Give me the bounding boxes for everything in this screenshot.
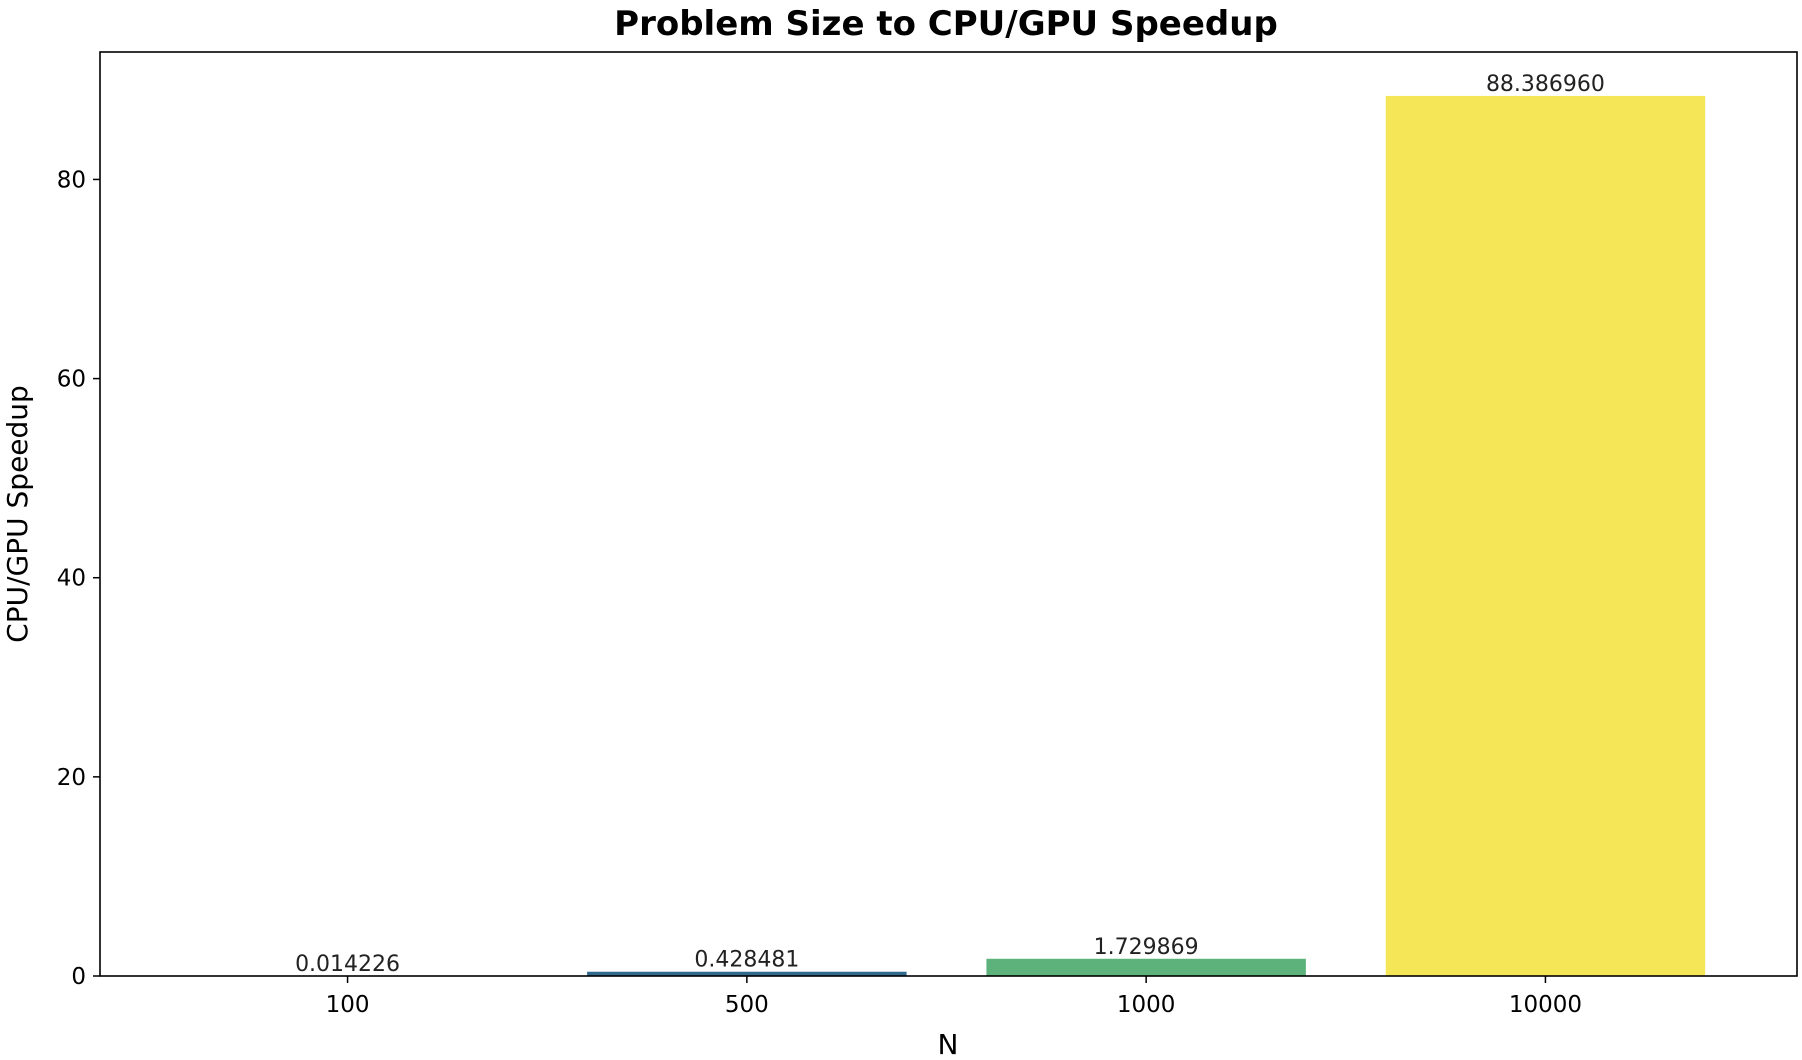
x-tick-label: 500	[725, 992, 769, 1018]
y-tick-label: 60	[57, 367, 86, 393]
plot-frame	[99, 51, 1798, 977]
x-axis: 100 500 1000 10000	[326, 976, 1582, 1018]
data-label-10000: 88.386960	[1486, 72, 1605, 97]
bar-10000	[1385, 95, 1706, 976]
data-label-500: 0.428481	[694, 948, 799, 973]
bar-1000	[986, 958, 1306, 976]
y-axis-label: CPU/GPU Speedup	[1, 385, 34, 643]
y-tick-label: 40	[57, 566, 86, 592]
x-axis-label: N	[938, 1028, 959, 1060]
x-tick-label: 100	[326, 992, 370, 1018]
y-tick-label: 80	[57, 167, 86, 193]
chart-title: Problem Size to CPU/GPU Speedup	[614, 4, 1278, 44]
x-tick-label: 10000	[1509, 992, 1582, 1018]
bars-layer	[187, 95, 1706, 976]
data-label-1000: 1.729869	[1094, 935, 1199, 960]
x-tick-label: 1000	[1117, 992, 1176, 1018]
data-labels-layer: 0.014226 0.428481 1.729869 88.386960	[295, 72, 1605, 977]
y-tick-label: 0	[71, 964, 86, 990]
bar-500	[587, 971, 907, 976]
y-axis: 0 20 40 60 80	[57, 167, 100, 990]
y-tick-label: 20	[57, 765, 86, 791]
data-label-100: 0.014226	[295, 952, 400, 977]
